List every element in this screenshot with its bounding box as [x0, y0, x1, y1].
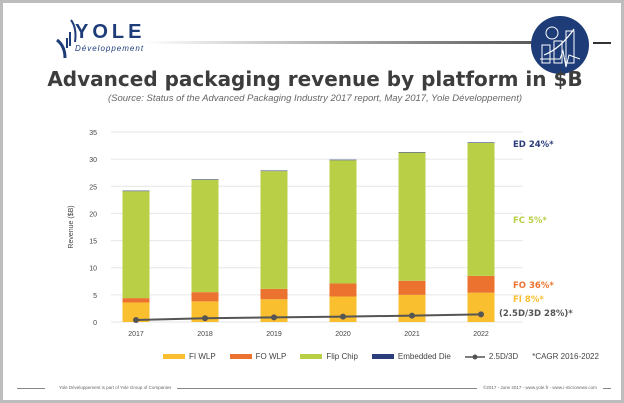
analytics-emblem-icon: [531, 16, 589, 74]
bar-segment-flip-chip: [467, 142, 495, 276]
y-tick-label: 20: [89, 211, 97, 218]
header-divider-end: [593, 42, 611, 44]
footer-left-text: Yole Développement is part of Yole Group…: [59, 385, 172, 390]
legend-item: FI WLP: [163, 352, 216, 361]
bar-segment-fi-wlp: [122, 302, 150, 322]
legend-swatch: [371, 354, 394, 359]
chart-title: Advanced packaging revenue by platform i…: [47, 67, 583, 91]
legend-item: 2.5D/3D: [464, 352, 519, 361]
logo-text: YOLE: [75, 21, 146, 43]
line-point: [478, 311, 484, 318]
bar-segment-embedded-die: [467, 142, 495, 143]
x-tick-label: 2022: [473, 331, 489, 338]
line-point: [409, 312, 415, 319]
y-tick-label: 0: [93, 320, 97, 327]
bar-segment-flip-chip: [260, 171, 288, 289]
bar-segment-fo-wlp: [398, 280, 426, 295]
legend-swatch: [300, 354, 323, 359]
bar-segment-embedded-die: [398, 152, 426, 153]
x-tick-label: 2017: [128, 331, 144, 338]
x-tick-label: 2020: [335, 331, 351, 338]
legend-item: FO WLP: [229, 352, 287, 361]
legend-note: *CAGR 2016-2022: [532, 352, 599, 361]
legend-line-marker-icon: [464, 354, 485, 359]
line-point: [340, 313, 346, 320]
bar-segment-fo-wlp: [467, 275, 495, 293]
footer-right-text: ©2017 - June 2017 - www.yole.fr - www.i-…: [483, 385, 597, 390]
bar-segment-fo-wlp: [260, 288, 288, 300]
legend-label: Embedded Die: [397, 352, 451, 361]
bar-segment-fi-wlp: [191, 301, 219, 322]
bar-segment-fi-wlp: [467, 292, 495, 322]
bar-segment-fo-wlp: [191, 292, 219, 302]
legend-label: 2.5D/3D: [488, 352, 519, 361]
line-point: [202, 315, 208, 322]
y-axis-label: Revenue ($B): [68, 205, 75, 248]
bar-segment-embedded-die: [122, 190, 150, 192]
y-tick-label: 25: [89, 184, 97, 191]
footer: Yole Développement is part of Yole Group…: [17, 383, 613, 393]
bar-segment-embedded-die: [329, 159, 357, 161]
bar-segment-flip-chip: [329, 160, 357, 284]
y-tick-label: 15: [89, 239, 97, 246]
stacked-bar-chart: 0 5 10 15 20 25 30 35 Revenue ($B) 2017 2018 2019 20…: [68, 130, 573, 338]
legend-label: FO WLP: [255, 352, 287, 361]
y-tick-label: 30: [89, 157, 97, 164]
legend-label: FI WLP: [189, 352, 216, 361]
cagr-annotation: FO 36%*: [513, 281, 554, 291]
y-tick-label: 35: [89, 130, 97, 137]
bar-segment-fo-wlp: [329, 283, 357, 297]
x-tick-label: 2021: [404, 331, 420, 338]
legend-swatch: [163, 354, 185, 359]
bar-segment-fo-wlp: [122, 298, 150, 303]
legend-label: Flip Chip: [326, 352, 358, 361]
footer-divider: [603, 388, 611, 389]
line-2.5d-3d: [135, 313, 482, 321]
x-tick-label: 2019: [266, 331, 282, 338]
y-tick-label: 10: [89, 266, 97, 273]
chart-subtitle: (Source: Status of the Advanced Packagin…: [107, 93, 523, 104]
legend: FI WLP FO WLP Flip Chip Embedded Die 2.5…: [163, 352, 599, 361]
legend-item: Embedded Die: [371, 352, 451, 361]
line-point: [271, 314, 277, 321]
yole-logo-icon: [56, 19, 77, 58]
cagr-annotation: FC 5%*: [513, 216, 547, 226]
footer-divider: [177, 388, 477, 389]
legend-item: Flip Chip: [300, 352, 358, 361]
bar-segment-flip-chip: [122, 191, 150, 299]
bar-segment-flip-chip: [398, 152, 426, 281]
legend-swatch: [229, 354, 252, 359]
cagr-annotation: FI 8%*: [513, 295, 544, 305]
cagr-annotation: (2.5D/3D 28%)*: [499, 309, 573, 319]
y-tick-label: 5: [93, 293, 97, 300]
header-divider: [143, 41, 543, 44]
footer-divider: [17, 388, 45, 389]
logo-subtext: Développement: [75, 44, 145, 53]
bar-segment-embedded-die: [191, 179, 219, 180]
line-point: [133, 316, 139, 323]
bar-segment-embedded-die: [260, 170, 288, 172]
x-tick-label: 2018: [197, 331, 213, 338]
cagr-annotation: ED 24%*: [513, 140, 554, 150]
bar-segment-flip-chip: [191, 179, 219, 293]
